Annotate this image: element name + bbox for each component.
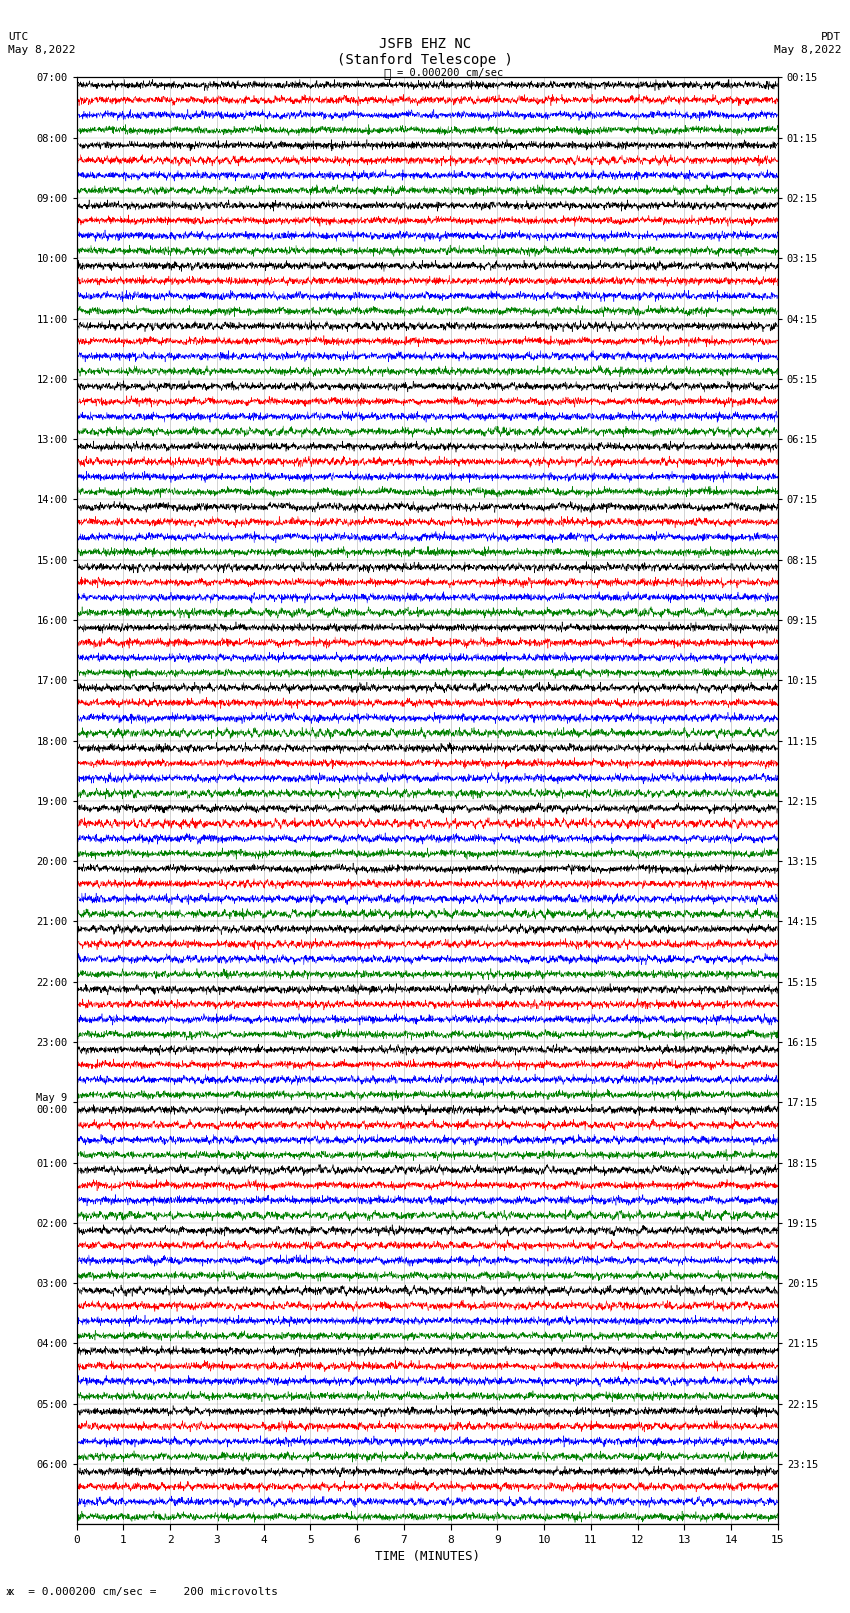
Text: May 8,2022: May 8,2022 [774,45,842,55]
Text: (Stanford Telescope ): (Stanford Telescope ) [337,53,513,68]
Text: JSFB EHZ NC: JSFB EHZ NC [379,37,471,52]
X-axis label: TIME (MINUTES): TIME (MINUTES) [375,1550,479,1563]
Text: May 8,2022: May 8,2022 [8,45,76,55]
Text: x: x [6,1587,12,1597]
Text: UTC: UTC [8,32,29,42]
Text: PDT: PDT [821,32,842,42]
Text: x  = 0.000200 cm/sec =    200 microvolts: x = 0.000200 cm/sec = 200 microvolts [8,1587,279,1597]
Text: ⏐: ⏐ [383,68,390,81]
Text: = 0.000200 cm/sec: = 0.000200 cm/sec [397,68,503,77]
